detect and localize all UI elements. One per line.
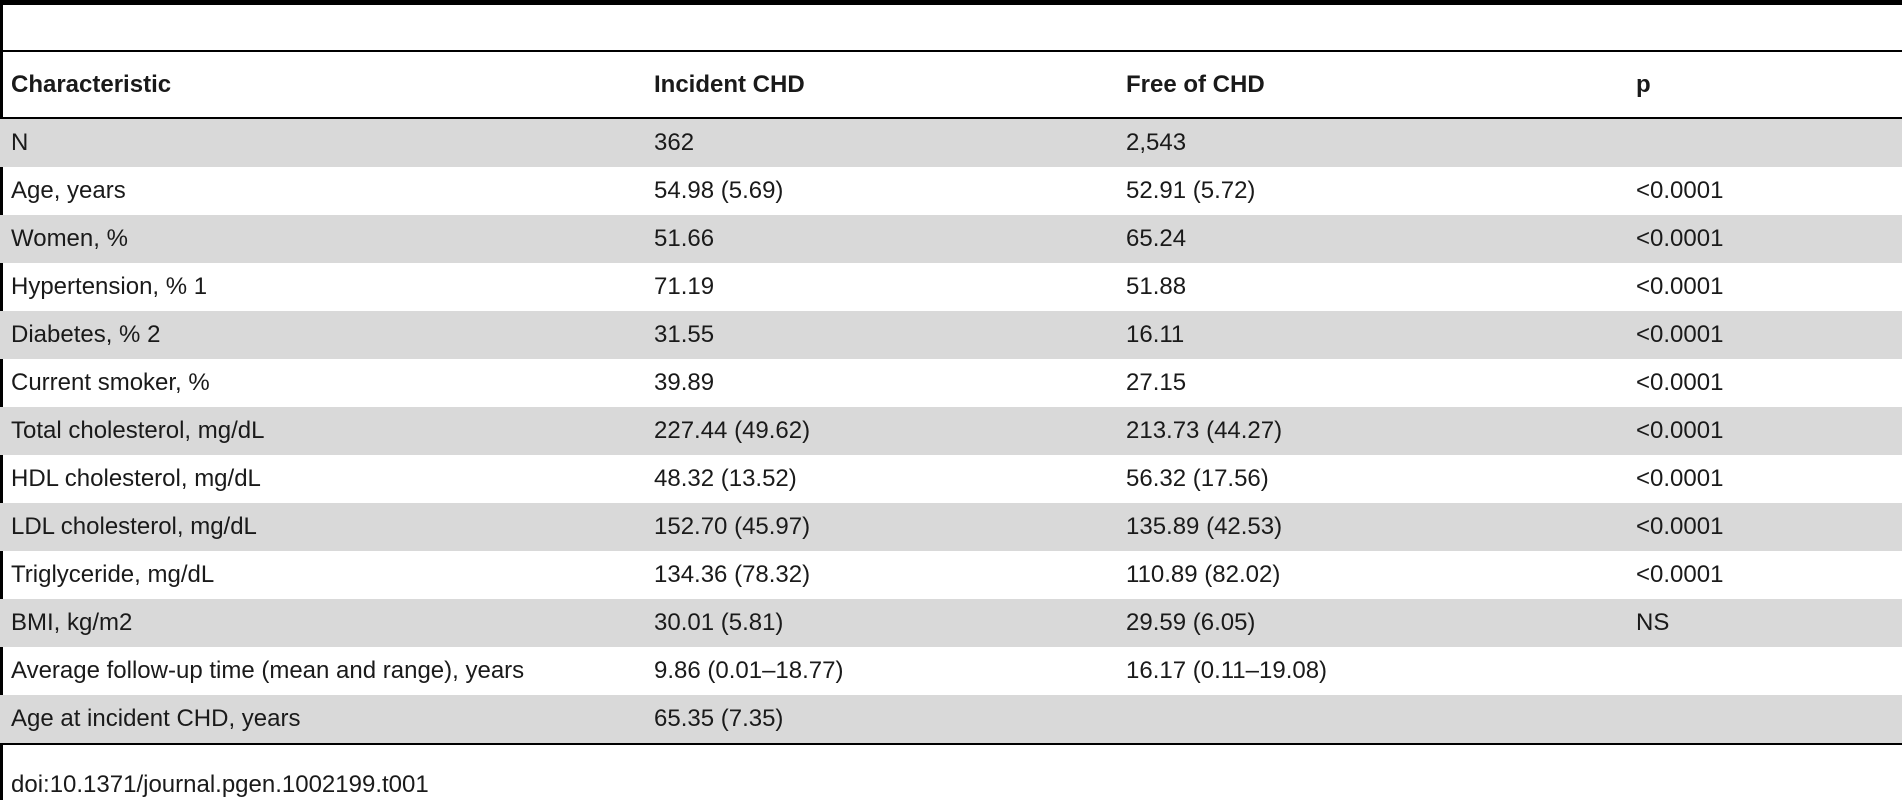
cell-incident-chd: 362	[654, 129, 695, 156]
cell-characteristic: Age, years	[11, 177, 126, 204]
table-row: Age, years 54.98 (5.69) 52.91 (5.72) <0.…	[0, 167, 1902, 215]
top-rule	[0, 0, 1902, 5]
table-row: Hypertension, % 1 71.19 51.88 <0.0001	[0, 263, 1902, 311]
cell-incident-chd: 30.01 (5.81)	[654, 609, 784, 636]
table-row: BMI, kg/m2 30.01 (5.81) 29.59 (6.05) NS	[0, 599, 1902, 647]
cell-free-of-chd: 51.88	[1126, 273, 1187, 300]
cell-characteristic: BMI, kg/m2	[11, 609, 133, 636]
cell-p-value: <0.0001	[1636, 369, 1724, 396]
cell-incident-chd: 71.19	[654, 273, 715, 300]
table-header: Characteristic Incident CHD Free of CHD …	[0, 51, 1902, 118]
cell-free-of-chd: 16.11	[1126, 321, 1185, 348]
cell-incident-chd: 134.36 (78.32)	[654, 561, 811, 588]
cell-free-of-chd: 29.59 (6.05)	[1126, 609, 1256, 636]
characteristics-table: Characteristic Incident CHD Free of CHD …	[0, 50, 1902, 745]
cell-incident-chd: 54.98 (5.69)	[654, 177, 784, 204]
table-row: Women, % 51.66 65.24 <0.0001	[0, 215, 1902, 263]
cell-free-of-chd: 52.91 (5.72)	[1126, 177, 1256, 204]
cell-incident-chd: 227.44 (49.62)	[654, 417, 811, 444]
table-container: Characteristic Incident CHD Free of CHD …	[0, 50, 1902, 745]
table-row: N 362 2,543	[0, 118, 1902, 167]
header-free-of-chd: Free of CHD	[1126, 70, 1265, 98]
cell-incident-chd: 39.89	[654, 369, 715, 396]
cell-p-value: <0.0001	[1636, 561, 1724, 588]
cell-free-of-chd: 135.89 (42.53)	[1126, 513, 1283, 540]
cell-incident-chd: 152.70 (45.97)	[654, 513, 811, 540]
cell-free-of-chd: 56.32 (17.56)	[1126, 465, 1269, 492]
cell-characteristic: Age at incident CHD, years	[11, 705, 301, 732]
cell-characteristic: Diabetes, % 2	[11, 321, 161, 348]
table-row: Average follow-up time (mean and range),…	[0, 647, 1902, 695]
cell-incident-chd: 31.55	[654, 321, 715, 348]
doi-caption: doi:10.1371/journal.pgen.1002199.t001	[11, 771, 429, 798]
cell-free-of-chd: 27.15	[1126, 369, 1187, 396]
table-row: Total cholesterol, mg/dL 227.44 (49.62) …	[0, 407, 1902, 455]
table-row: LDL cholesterol, mg/dL 152.70 (45.97) 13…	[0, 503, 1902, 551]
cell-characteristic: HDL cholesterol, mg/dL	[11, 465, 261, 492]
cell-free-of-chd: 16.17 (0.11–19.08)	[1126, 657, 1328, 684]
cell-p-value: <0.0001	[1636, 273, 1724, 300]
cell-p-value: <0.0001	[1636, 513, 1724, 540]
cell-p-value: <0.0001	[1636, 177, 1724, 204]
cell-p-value	[1625, 695, 1902, 744]
cell-free-of-chd: 65.24	[1126, 225, 1187, 252]
cell-free-of-chd: 2,543	[1126, 129, 1187, 156]
cell-characteristic: N	[11, 129, 29, 156]
cell-free-of-chd: 110.89 (82.02)	[1126, 561, 1281, 588]
table-row: Triglyceride, mg/dL 134.36 (78.32) 110.8…	[0, 551, 1902, 599]
left-rule	[0, 0, 3, 800]
header-characteristic: Characteristic	[11, 70, 172, 98]
cell-characteristic: Current smoker, %	[11, 369, 210, 396]
cell-free-of-chd	[1115, 695, 1625, 744]
cell-p-value	[1625, 647, 1902, 695]
header-row: Characteristic Incident CHD Free of CHD …	[0, 51, 1902, 118]
table-row: HDL cholesterol, mg/dL 48.32 (13.52) 56.…	[0, 455, 1902, 503]
cell-incident-chd: 9.86 (0.01–18.77)	[654, 657, 844, 684]
cell-characteristic: Triglyceride, mg/dL	[11, 561, 215, 588]
cell-free-of-chd: 213.73 (44.27)	[1126, 417, 1283, 444]
cell-p-value: NS	[1636, 609, 1670, 636]
cell-incident-chd: 48.32 (13.52)	[654, 465, 797, 492]
cell-characteristic: Hypertension, % 1	[11, 273, 208, 300]
cell-p-value	[1625, 118, 1902, 167]
cell-incident-chd: 51.66	[654, 225, 715, 252]
cell-characteristic: Average follow-up time (mean and range),…	[11, 657, 525, 684]
cell-p-value: <0.0001	[1636, 417, 1724, 444]
table-row: Current smoker, % 39.89 27.15 <0.0001	[0, 359, 1902, 407]
cell-p-value: <0.0001	[1636, 465, 1724, 492]
cell-characteristic: LDL cholesterol, mg/dL	[11, 513, 257, 540]
table-row: Age at incident CHD, years 65.35 (7.35)	[0, 695, 1902, 744]
cell-p-value: <0.0001	[1636, 321, 1724, 348]
table-row: Diabetes, % 2 31.55 16.11 <0.0001	[0, 311, 1902, 359]
header-incident-chd: Incident CHD	[654, 70, 805, 98]
header-p-value: p	[1636, 70, 1651, 98]
cell-characteristic: Women, %	[11, 225, 128, 252]
table-body: N 362 2,543 Age, years 54.98 (5.69) 52.9…	[0, 118, 1902, 744]
cell-characteristic: Total cholesterol, mg/dL	[11, 417, 265, 444]
cell-incident-chd: 65.35 (7.35)	[654, 705, 784, 732]
cell-p-value: <0.0001	[1636, 225, 1724, 252]
